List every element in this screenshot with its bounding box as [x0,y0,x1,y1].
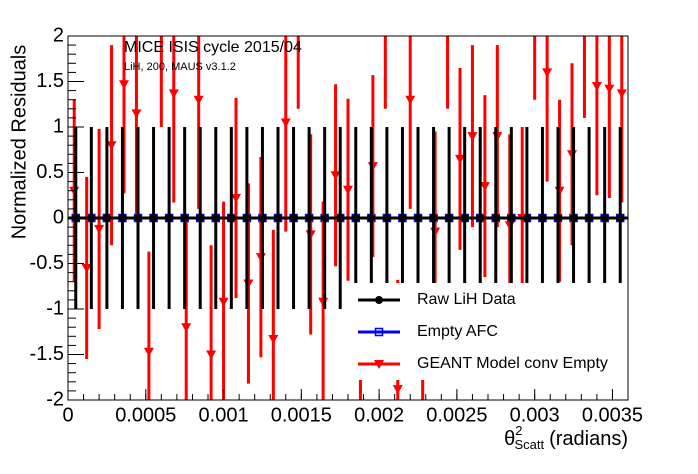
point [168,89,179,99]
x-tick-label: 0 [62,404,73,426]
y-tick-label: -2 [46,388,64,410]
plot-area [68,36,628,400]
x-tick-label: 0.003 [510,404,560,426]
point [119,80,129,90]
legend-label: Raw LiH Data [417,291,516,308]
x-tick-label: 0.0035 [582,404,643,426]
point [392,385,403,395]
annotation: MICE ISIS cycle 2015/04 [124,39,302,56]
point [94,224,105,234]
point [218,297,229,307]
point [193,95,204,105]
point [231,193,241,203]
point [206,350,217,360]
point [591,82,602,92]
point [455,154,465,164]
point [542,68,553,78]
x-label-sup: 2 [515,423,522,438]
x-axis-label: θ2 Scatt (radians) [504,423,628,452]
point [131,109,142,119]
legend-label: GEANT Model conv Empty [417,355,608,372]
point [467,132,478,142]
x-label-symbol: θ [504,428,515,450]
point [479,182,490,192]
y-tick-label: -0.5 [30,252,64,274]
point [604,84,615,94]
y-tick-label: 1.5 [36,70,64,92]
y-tick-label: -1.5 [30,343,64,365]
legend-marker [374,327,384,337]
point [181,323,192,333]
point [616,89,627,99]
x-label-sub: Scatt [514,437,544,452]
x-tick-label: 0.002 [354,404,404,426]
point [343,185,353,195]
x-tick-label: 0.0015 [271,404,332,426]
y-tick-label: 2 [53,24,64,46]
point [405,95,416,105]
y-tick-label: -1 [46,297,64,319]
x-tick-label: 0.0025 [426,404,487,426]
point [268,335,279,345]
legend-marker [375,296,383,304]
point [143,347,154,357]
point [106,141,117,151]
legend-label: Empty AFC [417,323,498,340]
y-axis-label: Normalized Residuals [8,45,30,240]
point [280,118,291,128]
x-tick-label: 0.001 [199,404,249,426]
y-tick-label: 0.5 [36,161,64,183]
y-tick-label: 1 [53,115,64,137]
x-label-text: (radians) [549,428,628,450]
point [81,264,92,274]
legend-marker [374,360,384,369]
y-tick-label: 0 [53,206,64,228]
point [330,171,341,181]
annotation: LiH, 200, MAUS v3.1.2 [124,61,236,73]
x-tick-label: 0.0005 [115,404,176,426]
